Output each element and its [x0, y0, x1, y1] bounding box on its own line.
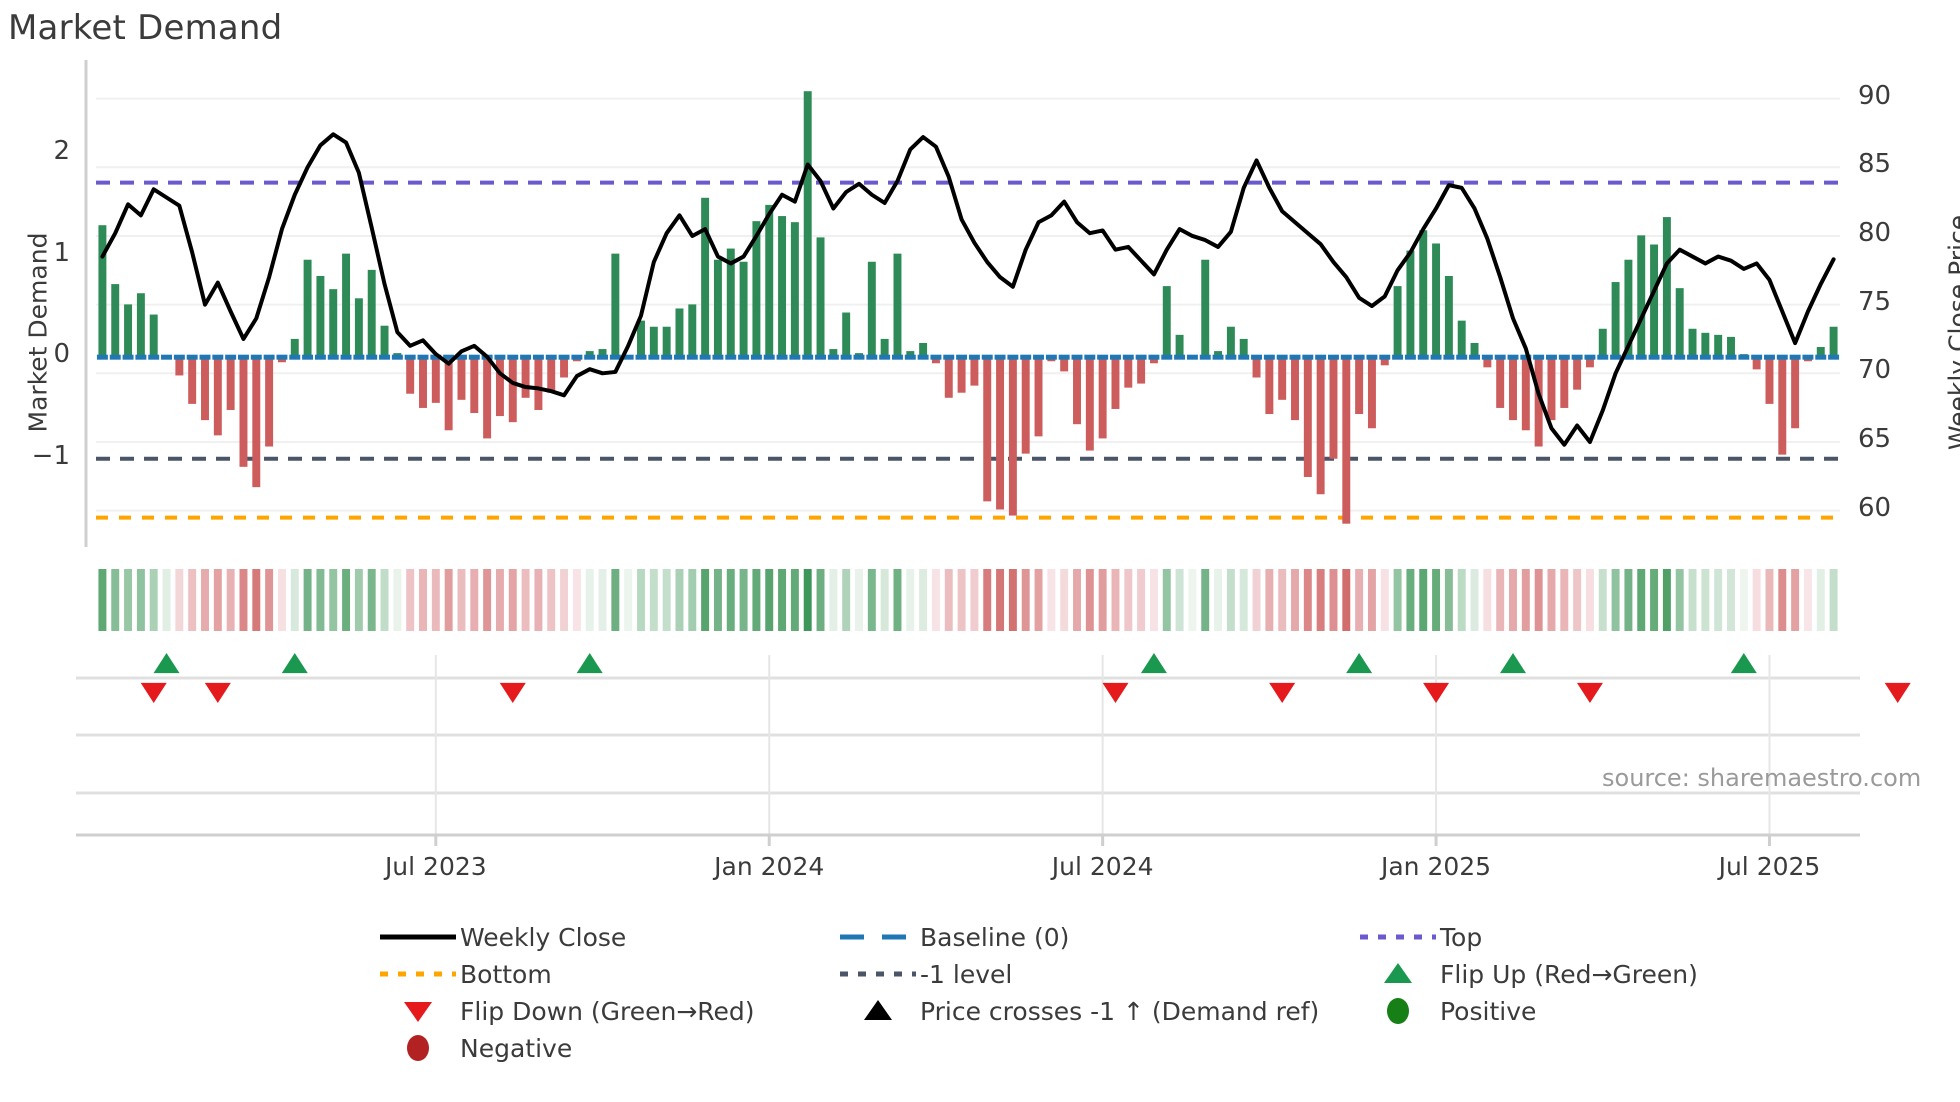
dotted-line-glyph — [840, 971, 916, 977]
legend-item-bottom[interactable]: Bottom — [376, 959, 836, 989]
right-tick-5: 65 — [1858, 423, 1892, 454]
x-tick-2: Jul 2024 — [1051, 852, 1154, 881]
legend-item-positive[interactable]: Positive — [1356, 996, 1776, 1026]
left-tick-3: −1 — [31, 440, 70, 471]
demand-bars — [96, 91, 1840, 524]
legend-row: Flip Down (Green→Red) Price crosses -1 ↑ … — [376, 996, 1776, 1026]
right-tick-1: 85 — [1858, 149, 1892, 180]
triangle-down-icon — [376, 996, 460, 1026]
legend-label: Positive — [1440, 996, 1537, 1026]
right-tick-4: 70 — [1858, 355, 1892, 386]
x-tick-1: Jan 2024 — [714, 852, 825, 881]
triangle-up-glyph — [1384, 963, 1412, 983]
chart-legend: Weekly Close Baseline (0) Top Bottom -1 leve… — [376, 922, 1776, 1070]
triangle-up-icon — [1356, 959, 1440, 989]
dashed-line-icon — [836, 922, 920, 952]
legend-row: Bottom -1 level Flip Up (Red→Green) — [376, 959, 1776, 989]
right-tick-3: 75 — [1858, 286, 1892, 317]
right-tick-6: 60 — [1858, 492, 1892, 523]
dotted-line-glyph — [380, 971, 456, 977]
demand-heatmap-strip — [98, 569, 1838, 631]
legend-label: Flip Down (Green→Red) — [460, 996, 755, 1026]
right-tick-0: 90 — [1858, 80, 1892, 111]
solid-line-icon — [376, 922, 460, 952]
flip-markers — [76, 653, 1911, 835]
legend-item-flip-down-green-red[interactable]: Flip Down (Green→Red) — [376, 996, 836, 1026]
source-note: source: sharemaestro.com — [1602, 764, 1922, 792]
page-title: Market Demand — [8, 8, 283, 48]
circle-icon — [1356, 996, 1440, 1026]
axis-lines — [76, 60, 1860, 846]
reference-lines — [96, 180, 1840, 520]
dotted-line-icon — [836, 959, 920, 989]
triangle-up-glyph — [864, 1000, 892, 1020]
legend-item-1-level[interactable]: -1 level — [836, 959, 1356, 989]
x-tick-0: Jul 2023 — [384, 852, 487, 881]
legend-label: Top — [1440, 922, 1483, 952]
legend-label: Baseline (0) — [920, 922, 1070, 952]
triangle-down-glyph — [404, 1002, 432, 1022]
legend-item-flip-up-red-green[interactable]: Flip Up (Red→Green) — [1356, 959, 1776, 989]
dashed-line-glyph — [840, 934, 916, 940]
legend-item-price-crosses-1-demand-ref[interactable]: Price crosses -1 ↑ (Demand ref) — [836, 996, 1356, 1026]
weekly-close-line — [100, 132, 1836, 447]
x-tick-3: Jan 2025 — [1380, 852, 1492, 881]
left-tick-0: 2 — [53, 136, 70, 167]
solid-line-glyph — [380, 934, 456, 940]
dotted-line-icon — [1356, 922, 1440, 952]
circle-icon — [376, 1033, 460, 1063]
legend-label: Negative — [460, 1033, 573, 1063]
legend-row: Negative — [376, 1033, 1776, 1063]
left-tick-1: 1 — [53, 237, 70, 268]
legend-item-negative[interactable]: Negative — [376, 1033, 836, 1063]
legend-row: Weekly Close Baseline (0) Top — [376, 922, 1776, 952]
left-tick-2: 0 — [53, 339, 70, 370]
legend-label: Bottom — [460, 959, 552, 989]
legend-item-top[interactable]: Top — [1356, 922, 1776, 952]
legend-label: Weekly Close — [460, 922, 627, 952]
dotted-line-icon — [376, 959, 460, 989]
circle-glyph — [407, 1035, 429, 1061]
legend-item-baseline-0[interactable]: Baseline (0) — [836, 922, 1356, 952]
legend-label: Price crosses -1 ↑ (Demand ref) — [920, 996, 1320, 1026]
legend-label: -1 level — [920, 959, 1013, 989]
legend-item-weekly-close[interactable]: Weekly Close — [376, 922, 836, 952]
triangle-up-icon — [836, 996, 920, 1026]
legend-label: Flip Up (Red→Green) — [1440, 959, 1698, 989]
right-tick-2: 80 — [1858, 217, 1892, 248]
x-tick-4: Jul 2025 — [1718, 852, 1821, 881]
grid-lines — [96, 97, 1840, 512]
circle-glyph — [1387, 998, 1409, 1024]
dotted-line-glyph — [1360, 934, 1436, 940]
